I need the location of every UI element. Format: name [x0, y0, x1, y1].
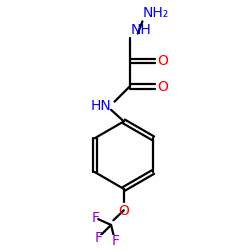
Text: F: F — [112, 234, 120, 248]
Text: NH₂: NH₂ — [142, 6, 169, 20]
Text: F: F — [92, 211, 100, 225]
Text: O: O — [118, 204, 129, 218]
Text: F: F — [94, 231, 102, 245]
Text: NH: NH — [131, 22, 152, 36]
Text: O: O — [158, 80, 168, 94]
Text: HN: HN — [90, 99, 111, 113]
Text: O: O — [158, 54, 168, 68]
